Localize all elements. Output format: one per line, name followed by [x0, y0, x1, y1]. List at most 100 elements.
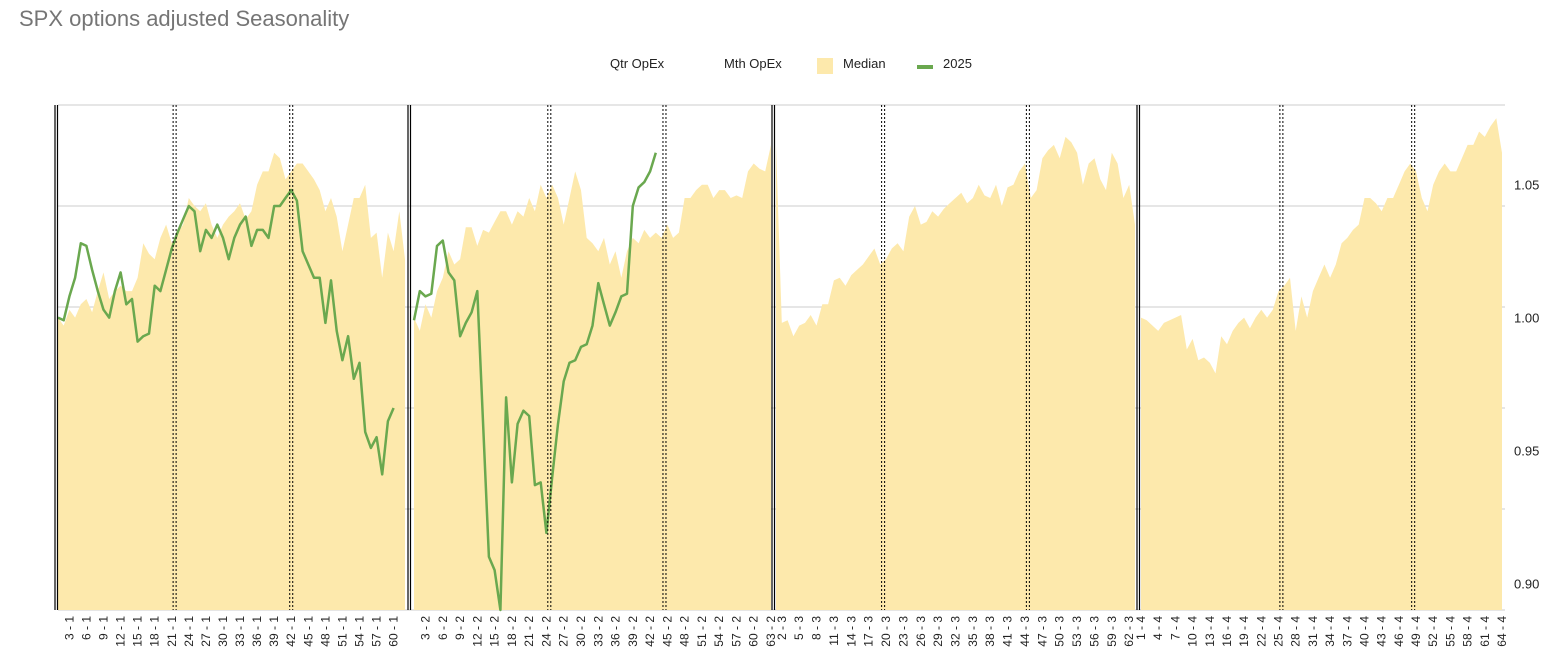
x-tick-label: 39 - 1 [267, 616, 281, 647]
y-tick-label: 1.00 [1514, 311, 1539, 326]
x-tick-label: 24 - 1 [182, 616, 196, 647]
x-tick-label: 43 - 4 [1375, 616, 1389, 647]
x-tick-label: 60 - 2 [747, 616, 761, 647]
x-tick-label: 17 - 3 [862, 616, 876, 647]
x-tick-label: 47 - 3 [1035, 616, 1049, 647]
x-tick-label: 31 - 4 [1306, 616, 1320, 647]
x-tick-label: 2 - 3 [775, 616, 789, 640]
x-tick-label: 33 - 1 [233, 616, 247, 647]
x-tick-label: 57 - 1 [370, 616, 384, 647]
x-tick-label: 6 - 2 [436, 616, 450, 640]
median-area-q4 [1141, 118, 1502, 611]
x-tick-label: 59 - 3 [1105, 616, 1119, 647]
median-area-q1 [58, 152, 405, 611]
opex-lines [54, 105, 1416, 610]
x-tick-label: 15 - 2 [488, 616, 502, 647]
x-tick-label: 51 - 2 [695, 616, 709, 647]
x-tick-label: 32 - 3 [949, 616, 963, 647]
x-tick-label: 13 - 4 [1203, 616, 1217, 647]
x-tick-label: 48 - 2 [678, 616, 692, 647]
x-tick-label: 19 - 4 [1237, 616, 1251, 647]
x-tick-label: 27 - 1 [199, 616, 213, 647]
x-tick-label: 41 - 3 [1001, 616, 1015, 647]
x-tick-label: 40 - 4 [1358, 616, 1372, 647]
x-tick-label: 3 - 2 [419, 616, 433, 640]
legend-median: Median [843, 56, 886, 71]
legend-qtr-opex: Qtr OpEx [610, 56, 665, 71]
x-tick-label: 12 - 1 [114, 616, 128, 647]
x-tick-label: 1 - 4 [1134, 616, 1148, 640]
x-tick-label: 61 - 4 [1478, 616, 1492, 647]
legend: Qtr OpEx Mth OpEx Median 2025 [0, 56, 1556, 76]
x-tick-label: 57 - 2 [730, 616, 744, 647]
y-axis-ticks: 1.05 1.00 0.95 0.90 [1514, 178, 1539, 592]
x-tick-label: 34 - 4 [1323, 616, 1337, 647]
x-tick-label: 26 - 3 [914, 616, 928, 647]
x-tick-label: 42 - 2 [643, 616, 657, 647]
x-tick-label: 33 - 2 [591, 616, 605, 647]
x-tick-label: 50 - 3 [1053, 616, 1067, 647]
series-2025-line-q1 [57, 188, 395, 476]
x-tick-label: 45 - 2 [660, 616, 674, 647]
x-tick-label: 52 - 4 [1426, 616, 1440, 647]
x-tick-label: 16 - 4 [1220, 616, 1234, 647]
x-tick-label: 22 - 4 [1254, 616, 1268, 647]
x-tick-label: 49 - 4 [1409, 616, 1423, 647]
x-tick-label: 48 - 1 [318, 616, 332, 647]
x-tick-label: 11 - 3 [827, 616, 841, 646]
x-tick-label: 30 - 1 [216, 616, 230, 647]
x-tick-label: 27 - 2 [557, 616, 571, 647]
x-tick-label: 10 - 4 [1186, 616, 1200, 647]
x-tick-label: 35 - 3 [966, 616, 980, 647]
x-tick-label: 8 - 3 [810, 616, 824, 640]
x-tick-label: 55 - 4 [1443, 616, 1457, 647]
x-tick-label: 54 - 1 [353, 616, 367, 647]
median-area-q2 [414, 144, 771, 610]
x-tick-label: 30 - 2 [574, 616, 588, 647]
legend-mth-opex: Mth OpEx [724, 56, 782, 71]
legend-2025: 2025 [943, 56, 972, 71]
x-tick-label: 15 - 1 [131, 616, 145, 647]
series-2025-lines [57, 152, 657, 612]
legend-2025-swatch [917, 65, 933, 69]
x-tick-label: 18 - 1 [148, 616, 162, 647]
x-tick-label: 63 - 2 [764, 616, 778, 647]
x-tick-label: 37 - 4 [1340, 616, 1354, 647]
x-tick-label: 42 - 1 [284, 616, 298, 647]
x-tick-label: 29 - 3 [931, 616, 945, 647]
x-tick-label: 9 - 2 [453, 616, 467, 640]
x-tick-label: 23 - 3 [896, 616, 910, 647]
x-tick-label: 25 - 4 [1272, 616, 1286, 647]
x-tick-label: 58 - 4 [1461, 616, 1475, 647]
x-tick-label: 5 - 3 [792, 616, 806, 640]
legend-median-swatch [817, 58, 833, 74]
x-tick-label: 18 - 2 [505, 616, 519, 647]
chart-title: SPX options adjusted Seasonality [19, 6, 350, 31]
x-tick-label: 56 - 3 [1088, 616, 1102, 647]
y-tick-label: 1.05 [1514, 178, 1539, 193]
x-tick-label: 24 - 2 [539, 616, 553, 647]
y-tick-label: 0.90 [1514, 576, 1539, 591]
series-2025-line-q2 [412, 152, 657, 612]
x-tick-label: 6 - 1 [79, 616, 93, 640]
x-tick-label: 3 - 1 [62, 616, 76, 640]
x-tick-label: 39 - 2 [626, 616, 640, 647]
x-tick-label: 36 - 2 [609, 616, 623, 647]
x-tick-label: 21 - 1 [165, 616, 179, 647]
x-tick-label: 53 - 3 [1070, 616, 1084, 647]
median-areas [58, 118, 1502, 611]
x-tick-label: 62 - 3 [1122, 616, 1136, 647]
x-tick-label: 44 - 3 [1018, 616, 1032, 647]
x-tick-label: 9 - 1 [97, 616, 111, 640]
x-tick-label: 45 - 1 [301, 616, 315, 647]
x-tick-label: 60 - 1 [387, 616, 401, 647]
y-tick-label: 0.95 [1514, 444, 1539, 459]
x-tick-label: 38 - 3 [983, 616, 997, 647]
x-tick-label: 36 - 1 [250, 616, 264, 647]
x-tick-label: 28 - 4 [1289, 616, 1303, 647]
x-tick-label: 54 - 2 [712, 616, 726, 647]
x-tick-label: 7 - 4 [1168, 616, 1182, 640]
x-tick-label: 51 - 1 [335, 616, 349, 647]
